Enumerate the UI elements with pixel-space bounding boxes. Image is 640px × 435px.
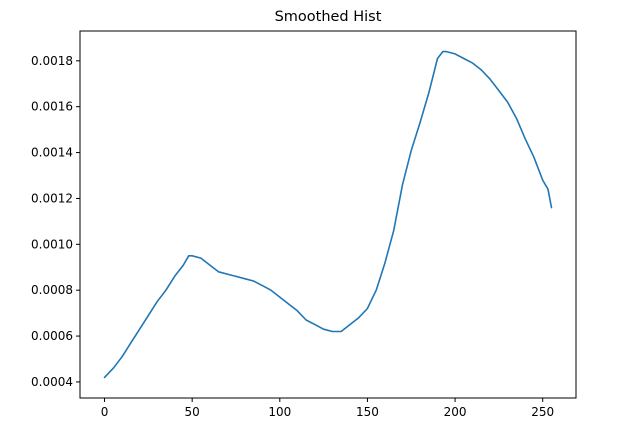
y-tick-label: 0.0012	[31, 191, 73, 205]
y-tick-label: 0.0006	[31, 329, 73, 343]
y-tick-label: 0.0018	[31, 54, 73, 68]
x-tick-label: 50	[185, 405, 200, 419]
x-tick-label: 250	[531, 405, 554, 419]
y-tick-label: 0.0016	[31, 100, 73, 114]
y-tick-label: 0.0004	[31, 375, 73, 389]
x-tick-label: 0	[101, 405, 109, 419]
y-tick-label: 0.0010	[31, 237, 73, 251]
x-tick-label: 100	[268, 405, 291, 419]
y-tick-label: 0.0008	[31, 283, 73, 297]
x-axis: 0 50 100 150 200 250	[101, 398, 554, 419]
x-tick-label: 150	[356, 405, 379, 419]
x-tick-label: 200	[444, 405, 467, 419]
chart-title: Smoothed Hist	[275, 9, 382, 25]
plot-area	[103, 50, 553, 379]
series-line-0	[103, 50, 553, 379]
plot-frame	[79, 30, 577, 399]
y-axis: 0.0004 0.0006 0.0008 0.0010 0.0012 0.0014 0.00…	[31, 54, 80, 389]
y-tick-label: 0.0014	[31, 146, 73, 160]
